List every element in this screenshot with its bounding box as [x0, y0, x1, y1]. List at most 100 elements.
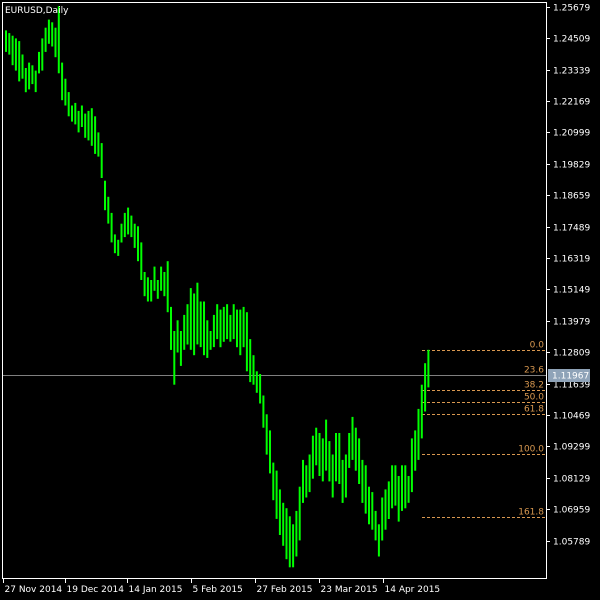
candle [54, 27, 57, 58]
time-tick-label: 14 Apr 2015 [385, 585, 441, 595]
candle [176, 320, 179, 353]
candle [160, 266, 163, 291]
candle [44, 27, 47, 52]
candle [420, 384, 423, 439]
candle [38, 51, 40, 74]
candle [417, 408, 420, 460]
price-tick-label: 1.23339 [553, 67, 590, 77]
candle [34, 70, 37, 93]
candle [361, 459, 364, 503]
candle [189, 288, 192, 350]
time-tick-label: 27 Feb 2015 [257, 585, 313, 595]
current-price-tag-text: 1.11967 [552, 372, 589, 382]
candle [275, 470, 278, 519]
candle [272, 462, 275, 501]
fibo-level-label: 61.8 [524, 405, 544, 415]
candle [28, 62, 31, 90]
candle [242, 306, 245, 348]
candle [183, 314, 186, 350]
price-tick-label: 1.16319 [553, 255, 590, 265]
time-tick-label: 23 Mar 2015 [321, 585, 378, 595]
candle [80, 105, 83, 127]
time-tick-label: 27 Nov 2014 [5, 585, 63, 595]
candle [77, 110, 80, 133]
fibo-level-label: 23.6 [524, 366, 544, 376]
candle [74, 102, 77, 125]
candle [344, 454, 347, 498]
current-price-tag-bg [548, 369, 590, 382]
candle [226, 304, 229, 340]
current-price-tag: 1.11967 [548, 369, 590, 382]
candle [209, 331, 212, 350]
candle [321, 438, 324, 482]
candle [305, 465, 308, 498]
price-axis[interactable]: 1.25679 1.24509 1.23339 1.22169 1.20999 1.198… [546, 4, 590, 548]
candle [196, 282, 199, 345]
candle [358, 438, 361, 484]
candle [404, 465, 407, 509]
candle [239, 309, 242, 356]
candle [424, 363, 427, 412]
price-tick-label: 1.06959 [553, 506, 590, 516]
candle [90, 108, 93, 146]
chart-title: EURUSD,Daily [5, 6, 69, 16]
candle [97, 132, 100, 157]
candle [179, 331, 182, 366]
fibo-level-label: 100.0 [518, 445, 544, 455]
price-tick-label: 1.22169 [553, 98, 590, 108]
price-tick-label: 1.12809 [553, 349, 590, 359]
candlestick-series[interactable] [5, 6, 430, 568]
candle [110, 212, 113, 243]
candle [24, 68, 27, 93]
candle [117, 239, 120, 256]
candle [325, 419, 328, 471]
candle [288, 516, 291, 568]
candle [61, 62, 64, 101]
candle [153, 266, 156, 291]
time-axis[interactable]: 27 Nov 2014 19 Dec 2014 14 Jan 2015 5 Feb 2… [3, 578, 441, 595]
candle [338, 433, 341, 484]
candle [120, 223, 123, 243]
candle [252, 355, 255, 385]
candle [222, 306, 225, 342]
candle [364, 465, 367, 514]
candle [47, 19, 50, 44]
price-tick-label: 1.13979 [553, 318, 590, 328]
candle [203, 301, 205, 356]
price-tick-label: 1.25679 [553, 4, 590, 14]
candle [249, 339, 252, 383]
candle [391, 465, 394, 509]
candle [377, 524, 380, 557]
plot-frame [2, 2, 547, 579]
candle [348, 433, 351, 468]
fibo-level-label: 161.8 [518, 508, 544, 518]
candle [318, 433, 321, 476]
candle [308, 454, 311, 493]
candle [282, 502, 285, 546]
candle [236, 309, 238, 348]
candle [351, 416, 354, 460]
candle [199, 301, 202, 348]
candle [143, 272, 146, 297]
candle [219, 309, 222, 348]
price-tick-label: 1.05789 [553, 538, 590, 548]
candle [87, 110, 90, 141]
candle [414, 430, 417, 471]
candle [354, 427, 357, 471]
candle [166, 261, 169, 313]
time-tick-label: 5 Feb 2015 [193, 585, 243, 595]
candle [186, 304, 189, 345]
price-tick-label: 1.18659 [553, 192, 590, 202]
candle [18, 41, 21, 82]
candle [133, 223, 136, 248]
candle [173, 331, 176, 385]
candle [212, 314, 215, 348]
candle [216, 304, 219, 340]
price-tick-label: 1.11639 [553, 381, 590, 391]
candle [328, 441, 331, 482]
price-tick-label: 1.17489 [553, 224, 590, 234]
candle [150, 280, 153, 302]
candle [315, 427, 318, 466]
